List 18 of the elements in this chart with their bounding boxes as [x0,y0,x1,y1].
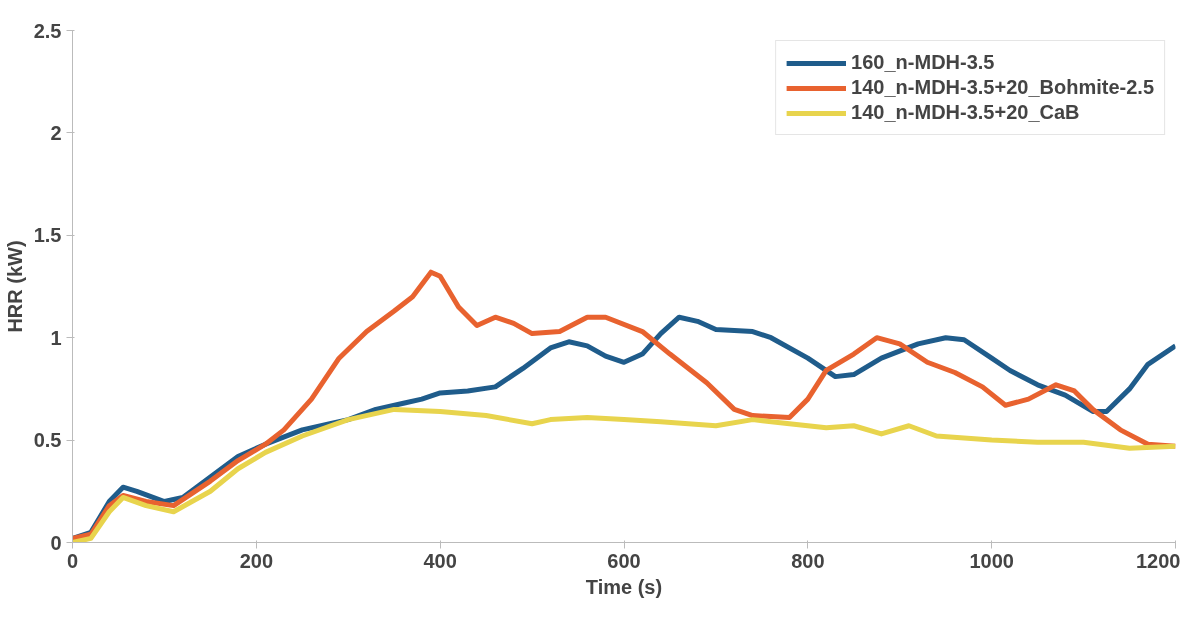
x-tick-label: 1200 [1136,549,1181,572]
x-tick-label: 600 [607,549,641,572]
y-tick-label: 1.5 [33,224,62,247]
x-tick-label: 800 [791,549,825,572]
y-tick-label: 2.5 [33,19,62,42]
y-tick-label: 1 [50,326,62,349]
legend-label: 140_n-MDH-3.5+20_Bohmite-2.5 [851,76,1154,99]
legend-label: 140_n-MDH-3.5+20_CaB [851,101,1080,124]
y-tick-label: 0.5 [33,429,62,452]
x-tick-label: 400 [423,549,457,572]
y-axis-title: HRR (kW) [3,240,26,333]
y-tick-label: 2 [50,121,62,144]
x-tick-label: 200 [239,549,274,572]
x-axis-title: Time (s) [585,575,663,598]
y-tick-label: 0 [50,531,62,554]
legend-label: 160_n-MDH-3.5 [851,51,995,74]
x-tick-label: 1000 [969,549,1014,572]
x-tick-label: 0 [66,549,79,572]
